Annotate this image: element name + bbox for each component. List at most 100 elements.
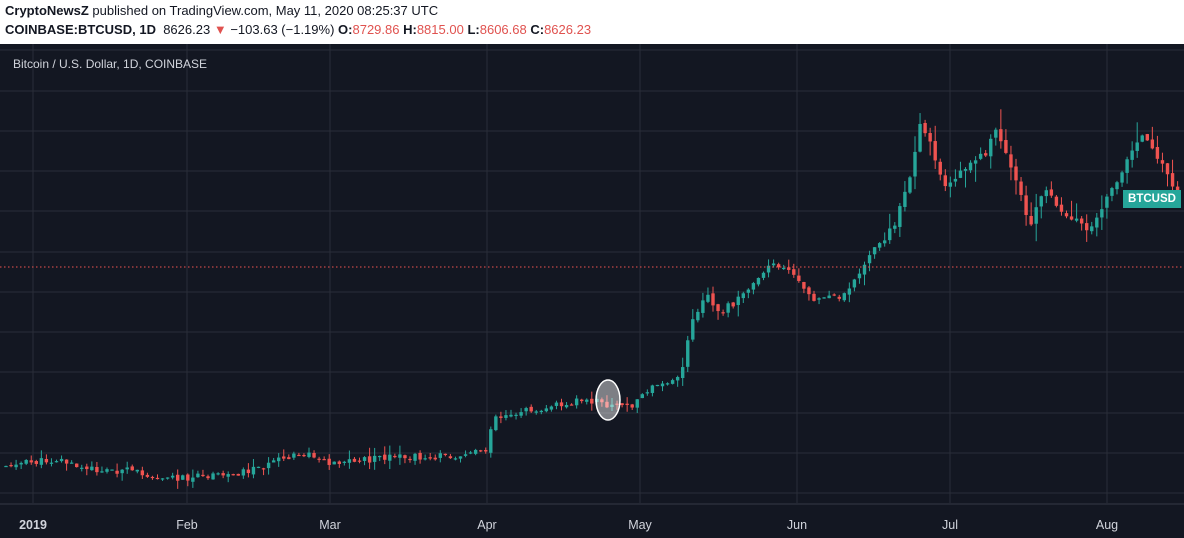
candle[interactable]: [984, 150, 988, 158]
candle[interactable]: [29, 455, 33, 465]
candle[interactable]: [908, 175, 912, 195]
candle[interactable]: [999, 109, 1003, 149]
candle[interactable]: [726, 301, 730, 318]
candle[interactable]: [701, 292, 705, 318]
candle[interactable]: [418, 450, 422, 464]
candle[interactable]: [155, 474, 160, 480]
candle[interactable]: [165, 477, 170, 480]
candle[interactable]: [160, 478, 165, 481]
candle[interactable]: [585, 398, 589, 405]
candle[interactable]: [1069, 200, 1074, 221]
candle[interactable]: [968, 160, 973, 173]
candle[interactable]: [90, 461, 94, 471]
candle[interactable]: [473, 448, 478, 456]
candle[interactable]: [731, 301, 735, 309]
candle[interactable]: [898, 202, 902, 237]
candle[interactable]: [716, 303, 720, 320]
candle[interactable]: [989, 134, 993, 169]
candle[interactable]: [14, 459, 18, 470]
candle[interactable]: [479, 449, 483, 453]
candle[interactable]: [862, 261, 867, 286]
candle[interactable]: [1085, 214, 1089, 242]
candle[interactable]: [973, 156, 978, 182]
candle[interactable]: [1105, 193, 1109, 219]
candle[interactable]: [191, 469, 195, 488]
candle[interactable]: [494, 414, 498, 432]
candle[interactable]: [751, 281, 756, 295]
candle[interactable]: [69, 460, 74, 464]
candle[interactable]: [398, 445, 402, 465]
candle[interactable]: [1120, 170, 1124, 187]
candle[interactable]: [827, 290, 831, 299]
candle[interactable]: [504, 410, 508, 421]
candle[interactable]: [95, 462, 99, 476]
candle[interactable]: [686, 335, 690, 373]
candle[interactable]: [438, 450, 442, 463]
candle[interactable]: [766, 259, 771, 278]
candle[interactable]: [332, 461, 336, 465]
candle[interactable]: [317, 456, 321, 463]
candle[interactable]: [549, 405, 554, 412]
candle[interactable]: [428, 452, 432, 461]
candle[interactable]: [448, 453, 453, 459]
candle[interactable]: [236, 473, 240, 476]
candle[interactable]: [413, 452, 417, 465]
candle[interactable]: [943, 169, 947, 192]
candle[interactable]: [1125, 156, 1129, 184]
candle[interactable]: [372, 447, 377, 470]
candle[interactable]: [1074, 203, 1079, 223]
candle[interactable]: [105, 467, 109, 474]
candle[interactable]: [650, 384, 655, 397]
symbol-label[interactable]: COINBASE:BTCUSD, 1D: [5, 22, 156, 37]
candle[interactable]: [297, 452, 301, 457]
candle[interactable]: [347, 450, 352, 469]
candle[interactable]: [352, 457, 357, 463]
candle[interactable]: [872, 247, 877, 259]
candle[interactable]: [256, 466, 261, 469]
candle[interactable]: [1034, 193, 1038, 242]
candle[interactable]: [362, 456, 367, 466]
candle[interactable]: [1014, 158, 1018, 195]
candle[interactable]: [559, 398, 564, 411]
candle[interactable]: [569, 403, 574, 406]
candle[interactable]: [130, 464, 134, 471]
candle[interactable]: [847, 282, 852, 303]
candle[interactable]: [408, 456, 412, 463]
candle[interactable]: [514, 412, 518, 420]
candle[interactable]: [837, 294, 841, 302]
candle[interactable]: [282, 449, 286, 462]
candle[interactable]: [1044, 186, 1048, 204]
candle[interactable]: [948, 176, 953, 198]
candle[interactable]: [176, 469, 180, 489]
candle[interactable]: [867, 250, 872, 272]
candle[interactable]: [877, 242, 882, 251]
candle[interactable]: [893, 222, 897, 234]
candle[interactable]: [711, 286, 715, 312]
candle[interactable]: [170, 472, 175, 480]
candle[interactable]: [19, 461, 23, 470]
candle[interactable]: [605, 395, 609, 409]
candle[interactable]: [645, 389, 650, 396]
candle[interactable]: [630, 403, 634, 410]
candle[interactable]: [1110, 186, 1114, 202]
candle[interactable]: [903, 181, 907, 212]
candle[interactable]: [681, 357, 685, 386]
candle[interactable]: [1079, 216, 1084, 231]
candle[interactable]: [675, 375, 680, 387]
candle[interactable]: [534, 409, 538, 415]
candle[interactable]: [963, 167, 968, 188]
candle[interactable]: [635, 399, 639, 413]
candle[interactable]: [1095, 213, 1099, 237]
candle[interactable]: [1049, 181, 1054, 198]
candle[interactable]: [519, 408, 523, 418]
candle[interactable]: [453, 456, 458, 461]
candle[interactable]: [226, 471, 230, 483]
candle[interactable]: [953, 169, 958, 187]
candle[interactable]: [1130, 141, 1134, 168]
candle[interactable]: [115, 463, 119, 478]
candle[interactable]: [307, 447, 311, 459]
candle[interactable]: [80, 464, 84, 472]
candle[interactable]: [64, 459, 69, 471]
candle[interactable]: [489, 426, 493, 458]
candle[interactable]: [857, 268, 862, 284]
